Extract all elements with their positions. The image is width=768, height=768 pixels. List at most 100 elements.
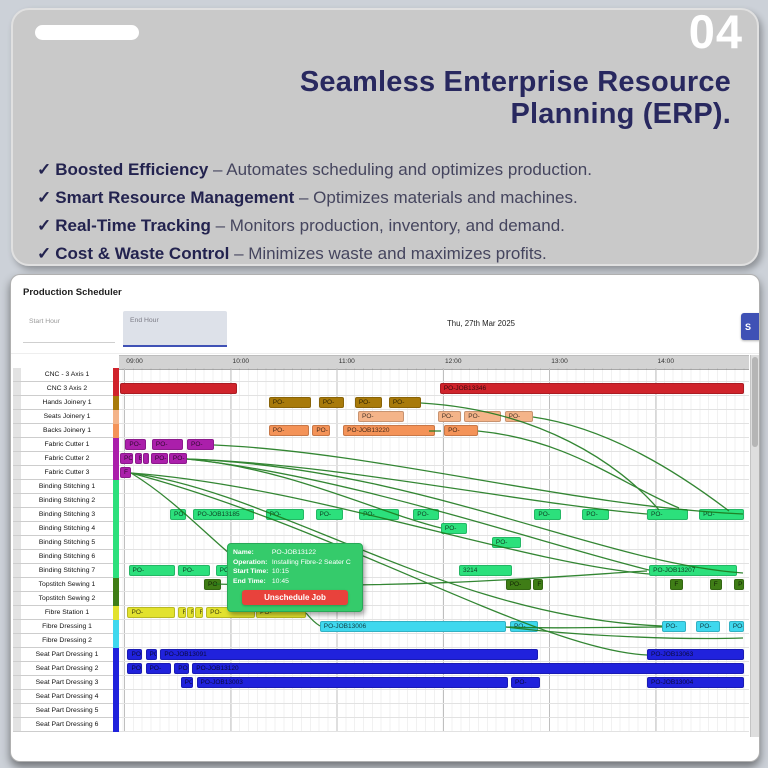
- check-icon: ✓: [37, 160, 52, 179]
- gantt-bar[interactable]: E: [134, 453, 143, 464]
- bullet-item: ✓ Real-Time Tracking – Monitors productio…: [37, 212, 737, 240]
- gantt-bar[interactable]: PO-JOB13091: [160, 649, 538, 660]
- gantt-bar[interactable]: PO-: [359, 509, 400, 520]
- scrollbar-thumb[interactable]: [752, 357, 758, 447]
- bullet-lead: Smart Resource Management: [55, 188, 295, 207]
- gantt-bar[interactable]: PO-: [464, 411, 502, 422]
- gantt-bar[interactable]: PO: [180, 677, 194, 688]
- gantt-bar[interactable]: PO-: [125, 439, 146, 450]
- gantt-bar[interactable]: PO-: [315, 509, 344, 520]
- gantt-bar[interactable]: PO-: [695, 621, 721, 632]
- gantt-bar[interactable]: PO-: [699, 509, 744, 520]
- start-hour-input[interactable]: Start Hour: [23, 313, 115, 343]
- gantt-bar[interactable]: PO-: [413, 509, 439, 520]
- bullet-item: ✓ Cost & Waste Control – Minimizes waste …: [37, 240, 737, 268]
- end-hour-input[interactable]: End Hour: [123, 311, 227, 347]
- gantt-bar[interactable]: PO-: [728, 621, 744, 632]
- tooltip-field-value: PO-JOB13122: [270, 549, 317, 556]
- gantt-bar[interactable]: PO-: [437, 411, 462, 422]
- gantt-bar[interactable]: PO-: [145, 649, 158, 660]
- gantt-bar[interactable]: PO-: [505, 579, 532, 590]
- bullet-lead: Boosted Efficiency: [55, 160, 209, 179]
- gantt-bar[interactable]: PO-: [491, 537, 521, 548]
- gantt-bar[interactable]: PO-: [647, 509, 689, 520]
- check-icon: ✓: [37, 188, 52, 207]
- gantt-bar[interactable]: PO-: [661, 621, 687, 632]
- gantt-row: Fabric Cutter 3 F: [13, 466, 757, 480]
- gantt-bar[interactable]: PO-: [127, 649, 143, 660]
- gantt-bar[interactable]: F: [178, 607, 186, 618]
- row-color-strip: [113, 466, 119, 480]
- gantt-bar[interactable]: PO-: [174, 663, 190, 674]
- gantt-bar[interactable]: PO-JOB13006: [319, 621, 506, 632]
- gantt-bar[interactable]: PO-: [354, 397, 383, 408]
- row-color-strip: [113, 564, 119, 578]
- gantt-bar[interactable]: E: [143, 453, 149, 464]
- gantt-bar[interactable]: [120, 383, 237, 394]
- gantt-bar[interactable]: PO-: [534, 509, 561, 520]
- tooltip-fields: Name: PO-JOB13122 Operation: Installing F…: [233, 548, 357, 586]
- gantt-bar[interactable]: PO-: [145, 663, 172, 674]
- gantt-bar[interactable]: PO-: [265, 509, 304, 520]
- job-tooltip: Name: PO-JOB13122 Operation: Installing F…: [227, 543, 363, 612]
- gantt-bar[interactable]: PO-: [440, 523, 468, 534]
- gantt-bar[interactable]: PO-: [511, 677, 540, 688]
- gantt-bar[interactable]: F: [186, 607, 195, 618]
- gantt-bar[interactable]: F: [120, 467, 131, 478]
- gantt-bar[interactable]: PO-JOB13120: [192, 663, 744, 674]
- gantt-bar[interactable]: PO-: [128, 565, 176, 576]
- gantt-bar[interactable]: PO-JOB13207: [649, 565, 738, 576]
- gantt-bar[interactable]: PO-: [186, 439, 214, 450]
- gantt-bar[interactable]: PO-: [504, 411, 534, 422]
- gantt-bar[interactable]: F: [709, 579, 723, 590]
- bullet-text: – Automates scheduling and optimizes pro…: [208, 160, 592, 179]
- gantt-bar[interactable]: PO-JOB13004: [647, 677, 744, 688]
- gantt-bar[interactable]: PO-: [127, 607, 176, 618]
- gantt-bar[interactable]: PO-: [388, 397, 421, 408]
- gantt-bar[interactable]: PO-: [268, 425, 310, 436]
- vertical-scrollbar[interactable]: [750, 355, 759, 737]
- machine-row-label: Fabric Cutter 2: [21, 452, 113, 466]
- bullet-lead: Real-Time Tracking: [55, 216, 211, 235]
- gantt-bar[interactable]: PO-JOB13003: [196, 677, 508, 688]
- gantt-bar[interactable]: PO-: [509, 621, 538, 632]
- gantt-bar[interactable]: PO-JOB13346: [439, 383, 744, 394]
- app-title: Production Scheduler: [23, 287, 122, 298]
- gantt-bar[interactable]: PO-: [312, 425, 331, 436]
- gantt-bar[interactable]: PO-JOB13063: [647, 649, 744, 660]
- gantt-bar[interactable]: F: [195, 607, 203, 618]
- gantt-bar[interactable]: PO-: [127, 663, 143, 674]
- gantt-bar[interactable]: PO-: [151, 439, 183, 450]
- gantt-bar[interactable]: F: [670, 579, 684, 590]
- tooltip-field-label: End Time:: [233, 577, 266, 585]
- gantt-bar[interactable]: PO-: [178, 565, 211, 576]
- gantt-bar[interactable]: P: [734, 579, 744, 590]
- gantt-bar[interactable]: PO-: [318, 397, 345, 408]
- gantt-row: Seat Part Dressing 2 PO- PO- PO- PO-JOB13120: [13, 662, 757, 676]
- gantt-bar[interactable]: PO-: [120, 453, 133, 464]
- gantt-bar[interactable]: PO-: [268, 397, 312, 408]
- gantt-bar[interactable]: PO-: [169, 509, 186, 520]
- gantt-bar[interactable]: PO-: [168, 453, 187, 464]
- row-track: PO- PO- PO-: [119, 438, 749, 452]
- gantt-bar[interactable]: PO-: [444, 425, 479, 436]
- gantt-bar[interactable]: PO-JOB13220: [343, 425, 435, 436]
- gantt-bar[interactable]: 3214: [458, 565, 513, 576]
- row-color-strip: [113, 522, 119, 536]
- decorative-pill: [35, 25, 139, 40]
- machine-row-label: Topstitch Sewing 2: [21, 592, 113, 606]
- gantt-bar[interactable]: PO-: [582, 509, 609, 520]
- time-tick-label: 10:00: [232, 358, 250, 365]
- gantt-row: Binding Stitching 4 PO-: [13, 522, 757, 536]
- gantt-row: Topstitch Sewing 2: [13, 592, 757, 606]
- gantt-bar[interactable]: PO-: [203, 579, 221, 590]
- schedule-action-button[interactable]: S: [741, 313, 759, 340]
- gantt-bar[interactable]: F: [533, 579, 543, 590]
- gantt-bar[interactable]: PO-: [150, 453, 168, 464]
- gantt-bar[interactable]: PO-JOB13185: [193, 509, 254, 520]
- unschedule-job-button[interactable]: Unschedule Job: [241, 590, 349, 605]
- row-color-strip: [113, 690, 119, 704]
- gantt-bar[interactable]: PO-: [358, 411, 404, 422]
